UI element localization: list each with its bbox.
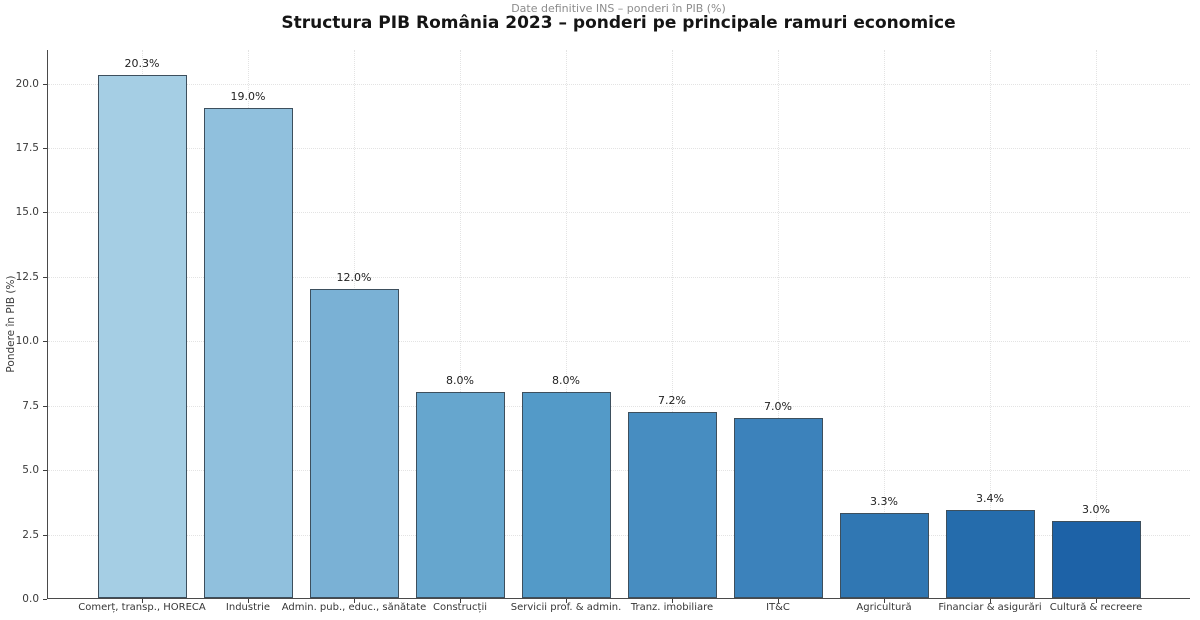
bar-value-label: 7.0% [764,399,792,413]
bar-value-label: 3.0% [1082,502,1110,516]
grid-line-vertical [778,50,779,598]
plot-area: 0.0 2.5 5.0 7.5 10.0 12.5 15.0 17.5 20.0 20.3% Com… [16,50,1190,613]
x-axis-tick [460,599,461,603]
y-tick-label: 17.5 [15,141,39,154]
bar [627,412,717,598]
grid-line-vertical [884,50,885,598]
y-tick-label: 10.0 [15,335,39,348]
y-tick-label: 15.0 [15,206,39,219]
bar-value-label: 7.2% [658,394,686,408]
bar [97,74,187,598]
x-axis-tick [142,599,143,603]
x-axis-tick [778,599,779,603]
grid-line-horizontal [48,147,1190,149]
x-tick-label: Financiar & asigurări [938,602,1042,613]
bar-value-label: 19.0% [230,90,266,104]
grid-line-horizontal [48,276,1190,278]
bar-value-label: 8.0% [446,373,474,387]
bar-value-label: 8.0% [552,373,580,387]
grid-line-vertical [672,50,673,598]
y-axis-tick [43,470,47,472]
bar [1051,520,1141,598]
chart-title: Structura PIB România 2023 – ponderi pe … [281,13,956,33]
y-axis-tick [43,276,47,278]
y-axis-tick [43,83,47,85]
chart-subtitle: Date definitive INS – ponderi în PIB (%) [511,2,726,15]
x-tick-label: Tranz. imobiliare [630,602,714,613]
bar [309,288,399,598]
grid-line-horizontal [48,534,1190,536]
bar-value-label: 3.3% [870,494,898,508]
x-tick-label: Comerț, transp., HORECA [78,602,206,613]
y-axis-tick [43,534,47,536]
y-axis-tick [43,405,47,407]
grid-line-vertical [566,50,567,598]
x-tick-label: Cultură & recreere [1049,602,1143,613]
bar [733,417,823,598]
grid-line-horizontal [48,212,1190,214]
grid-line-vertical [460,50,461,598]
bar-value-label: 3.4% [976,492,1004,506]
grid-line-horizontal [48,470,1190,472]
x-tick-label: IT&C [766,602,790,613]
bar [521,391,611,598]
x-axis-tick [354,599,355,603]
bar [945,510,1035,598]
x-axis-tick [1096,599,1097,603]
x-axis-tick [566,599,567,603]
y-axis-tick [43,341,47,343]
x-axis-tick [990,599,991,603]
x-tick-label: Agricultură [856,602,912,613]
y-axis-tick [43,147,47,149]
x-tick-label: Servicii prof. & admin. [510,602,622,613]
y-tick-label: 2.5 [22,528,39,541]
grid-line-horizontal [48,405,1190,407]
bar-value-label: 12.0% [336,270,372,284]
grid-line-vertical [1096,50,1097,598]
grid-line-horizontal [48,341,1190,343]
grid-line-horizontal [48,83,1190,85]
bar-value-label: 20.3% [124,56,160,70]
x-tick-label: Industrie [225,602,271,613]
y-tick-label: 0.0 [22,593,39,605]
x-axis-tick [672,599,673,603]
bar [415,391,505,598]
x-axis-tick [248,599,249,603]
bar [203,108,293,598]
grid-line-vertical [990,50,991,598]
y-tick-label: 12.5 [15,270,39,283]
x-tick-label: Construcții [433,602,487,613]
y-axis-tick [43,599,47,600]
y-tick-label: 5.0 [22,464,39,477]
bar [839,512,929,598]
y-axis-tick [43,212,47,214]
x-tick-label: Admin. pub., educ., sănătate [281,602,427,613]
y-tick-label: 20.0 [15,77,39,90]
y-tick-label: 7.5 [22,399,39,412]
x-axis-tick [884,599,885,603]
